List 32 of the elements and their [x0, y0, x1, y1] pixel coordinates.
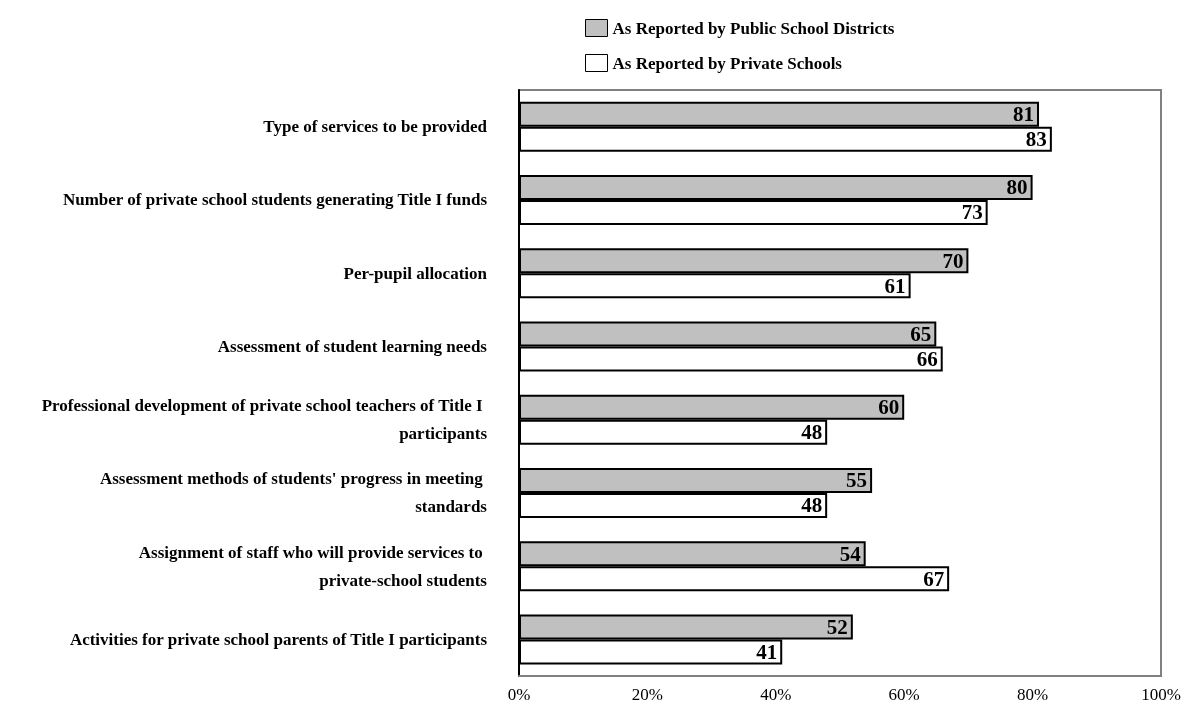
legend-label: As Reported by Public School Districts: [612, 18, 895, 38]
x-tick-label: 100%: [1141, 685, 1181, 704]
y-tick-label: Professional development of private school teachers of Title I participants: [41, 396, 488, 444]
data-label: 41: [756, 639, 778, 664]
x-tick-label: 80%: [1017, 685, 1049, 704]
y-tick-label: Per-pupil allocation: [343, 263, 488, 283]
y-tick-label: Assessment of student learning needs: [217, 336, 488, 356]
legend-label: As Reported by Private Schools: [612, 53, 843, 73]
x-tick-label: 40%: [760, 685, 792, 704]
data-label: 52: [826, 614, 848, 639]
data-label: 65: [910, 321, 932, 346]
y-tick-label: Type of services to be provided: [263, 117, 488, 137]
data-label: 67: [923, 566, 945, 591]
data-label: 48: [801, 420, 823, 445]
y-tick-label: Assignment of staff who will provide services to private-school students: [138, 542, 488, 590]
y-tick-label: Number of private school students generating Title I funds: [62, 190, 488, 210]
data-label: 81: [1013, 102, 1035, 127]
data-label: 83: [1025, 127, 1047, 152]
data-label: 70: [942, 248, 964, 273]
data-label: 73: [961, 200, 983, 225]
data-label: 55: [846, 468, 868, 493]
x-tick-label: 60%: [888, 685, 920, 704]
x-tick-label: 20%: [631, 685, 663, 704]
data-label: 48: [801, 493, 823, 518]
x-tick-label: 0%: [507, 685, 531, 704]
y-tick-label: Activities for private school parents of Title I participants: [69, 629, 488, 649]
data-label: 80: [1006, 175, 1028, 200]
data-label: 54: [839, 541, 862, 566]
y-tick-label: Assessment methods of students' progress in meeting standards: [99, 469, 488, 517]
data-label: 61: [884, 273, 906, 298]
data-label: 66: [916, 346, 938, 371]
data-label: 60: [878, 395, 900, 420]
